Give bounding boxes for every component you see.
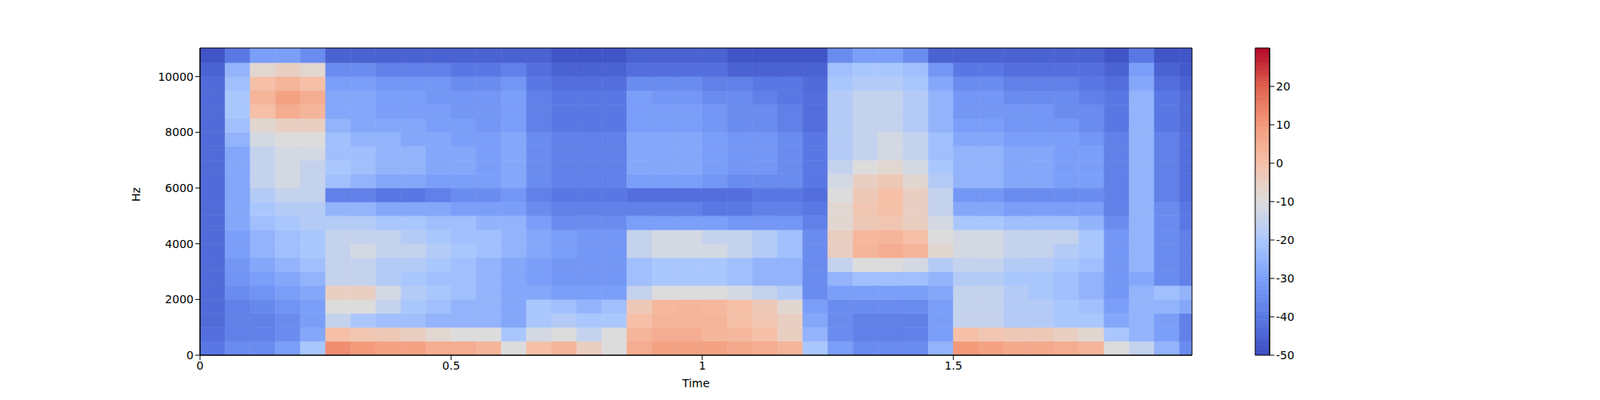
svg-text:0: 0 [196, 359, 204, 372]
svg-text:20: 20 [1276, 80, 1291, 93]
svg-text:8000: 8000 [164, 125, 194, 139]
svg-text:-20: -20 [1276, 233, 1295, 247]
svg-text:-30: -30 [1276, 272, 1295, 285]
svg-text:10: 10 [1276, 118, 1291, 132]
svg-text:1.5: 1.5 [944, 359, 963, 372]
svg-text:-10: -10 [1276, 195, 1295, 208]
svg-text:4000: 4000 [164, 237, 194, 251]
svg-text:Time: Time [681, 376, 710, 390]
svg-text:0: 0 [1276, 156, 1284, 170]
svg-text:2000: 2000 [164, 292, 194, 306]
svg-text:6000: 6000 [164, 181, 194, 195]
svg-text:0: 0 [186, 348, 194, 362]
svg-text:1: 1 [698, 359, 706, 372]
svg-text:0.5: 0.5 [442, 359, 460, 372]
svg-text:Hz: Hz [129, 187, 143, 202]
svg-text:-50: -50 [1276, 348, 1295, 362]
svg-text:10000: 10000 [157, 70, 194, 84]
svg-text:-40: -40 [1276, 310, 1295, 324]
